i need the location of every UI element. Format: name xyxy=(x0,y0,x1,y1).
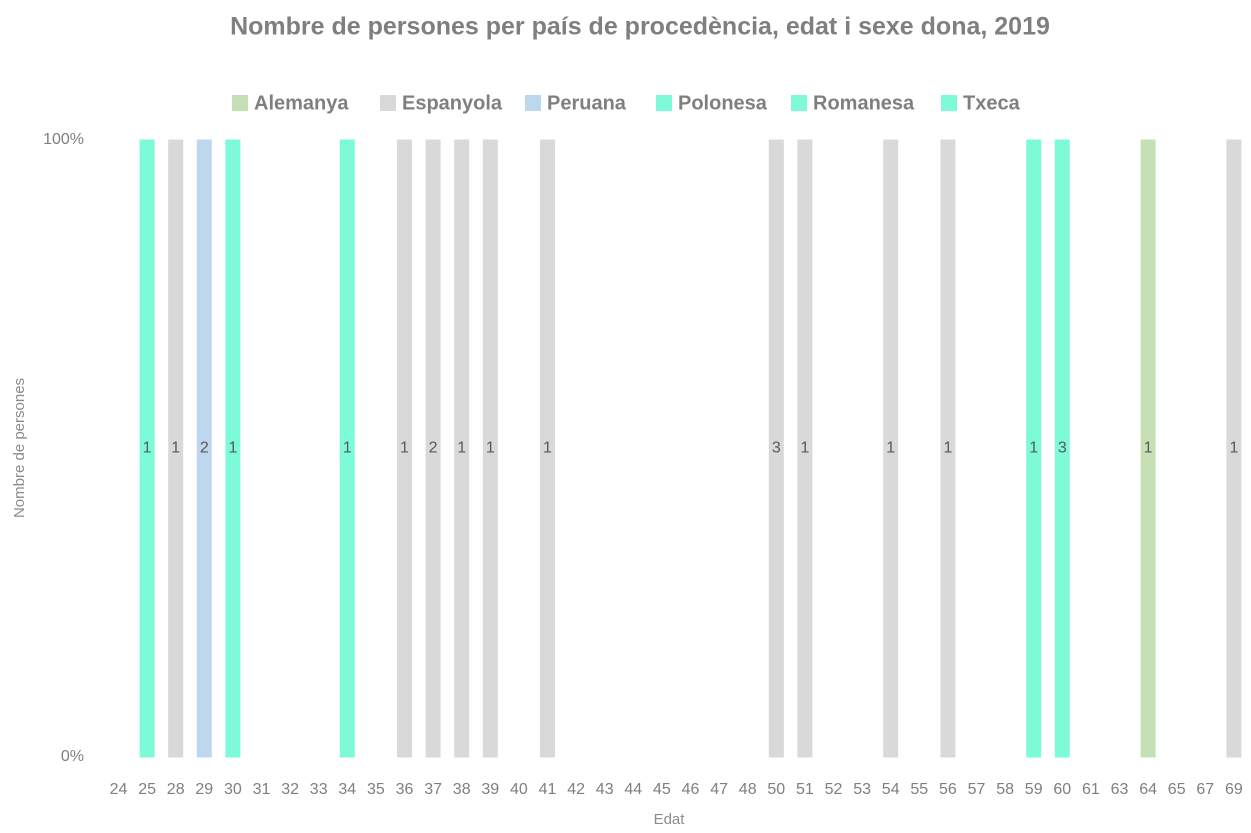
data-label: 1 xyxy=(943,440,952,457)
data-label: 3 xyxy=(772,440,781,457)
data-label: 1 xyxy=(143,440,152,457)
x-tick-label: 25 xyxy=(138,781,156,798)
bar-segment xyxy=(339,139,355,758)
x-tick-label: 48 xyxy=(739,781,757,798)
x-tick-label: 42 xyxy=(567,781,585,798)
x-tick-label: 53 xyxy=(853,781,871,798)
x-tick-label: 52 xyxy=(825,781,843,798)
x-tick-label: 67 xyxy=(1196,781,1214,798)
x-tick-label: 69 xyxy=(1225,781,1243,798)
bar-segment xyxy=(425,139,441,758)
bar-segment xyxy=(196,139,212,758)
bar-segment xyxy=(883,139,899,758)
x-tick-label: 35 xyxy=(367,781,385,798)
data-label: 1 xyxy=(457,440,466,457)
x-tick-label: 60 xyxy=(1053,781,1071,798)
data-label: 1 xyxy=(343,440,352,457)
x-tick-label: 61 xyxy=(1082,781,1100,798)
x-tick-label: 38 xyxy=(453,781,471,798)
x-tick-label: 45 xyxy=(653,781,671,798)
legend-label: Romanesa xyxy=(813,92,915,114)
x-tick-label: 43 xyxy=(596,781,614,798)
data-label: 1 xyxy=(1144,440,1153,457)
legend-swatch xyxy=(380,95,396,111)
chart-title: Nombre de persones per país de procedènc… xyxy=(230,13,1050,41)
legend-label: Peruana xyxy=(547,92,627,114)
y-tick-label: 100% xyxy=(43,131,84,148)
x-tick-label: 50 xyxy=(767,781,785,798)
data-label: 1 xyxy=(800,440,809,457)
bar-segment xyxy=(225,139,241,758)
x-tick-label: 47 xyxy=(710,781,728,798)
legend-swatch xyxy=(525,95,541,111)
x-tick-label: 37 xyxy=(424,781,442,798)
data-label: 1 xyxy=(400,440,409,457)
data-label: 1 xyxy=(1029,440,1038,457)
bar-segment xyxy=(139,139,155,758)
bar-segment xyxy=(797,139,813,758)
data-label: 1 xyxy=(228,440,237,457)
x-tick-label: 41 xyxy=(539,781,557,798)
x-tick-label: 24 xyxy=(110,781,128,798)
data-label: 1 xyxy=(886,440,895,457)
data-label: 1 xyxy=(486,440,495,457)
legend-swatch xyxy=(941,95,957,111)
x-axis-label: Edat xyxy=(654,811,686,828)
data-label: 1 xyxy=(543,440,552,457)
x-tick-label: 44 xyxy=(624,781,642,798)
x-tick-label: 51 xyxy=(796,781,814,798)
x-tick-label: 36 xyxy=(396,781,414,798)
x-tick-label: 64 xyxy=(1139,781,1157,798)
bar-segment xyxy=(540,139,555,758)
bar-segment xyxy=(1026,139,1042,758)
x-tick-label: 29 xyxy=(195,781,213,798)
bar-segment xyxy=(768,139,784,758)
data-label: 3 xyxy=(1058,440,1067,457)
legend-swatch xyxy=(232,95,248,111)
x-tick-label: 30 xyxy=(224,781,242,798)
y-tick-label: 0% xyxy=(61,748,84,765)
x-tick-label: 31 xyxy=(253,781,271,798)
x-tick-label: 54 xyxy=(882,781,900,798)
data-label: 2 xyxy=(200,440,209,457)
x-tick-label: 33 xyxy=(310,781,328,798)
legend-swatch xyxy=(791,95,807,111)
x-tick-label: 55 xyxy=(910,781,928,798)
legend-label: Txeca xyxy=(963,92,1021,114)
x-tick-label: 40 xyxy=(510,781,528,798)
bar-segment xyxy=(940,139,956,758)
data-label: 2 xyxy=(429,440,438,457)
bar-segment xyxy=(1140,139,1156,758)
legend-label: Alemanya xyxy=(254,92,349,114)
legend-label: Espanyola xyxy=(402,92,503,114)
x-tick-label: 56 xyxy=(939,781,957,798)
bar-segment xyxy=(1054,139,1070,758)
legend-label: Polonesa xyxy=(678,92,768,114)
y-axis-label: Nombre de persones xyxy=(11,378,28,518)
data-label: 1 xyxy=(171,440,180,457)
bar-segment xyxy=(482,139,498,758)
legend-swatch xyxy=(656,95,672,111)
x-tick-label: 59 xyxy=(1025,781,1043,798)
bar-segment xyxy=(397,139,412,758)
x-tick-label: 32 xyxy=(281,781,299,798)
bar-segment xyxy=(1226,139,1242,758)
x-tick-label: 65 xyxy=(1168,781,1186,798)
x-tick-label: 58 xyxy=(996,781,1014,798)
x-tick-label: 63 xyxy=(1111,781,1129,798)
bar-segment xyxy=(454,139,470,758)
x-tick-label: 39 xyxy=(481,781,499,798)
x-tick-label: 57 xyxy=(968,781,986,798)
bar-segment xyxy=(168,139,184,758)
data-label: 1 xyxy=(1229,440,1238,457)
x-tick-label: 28 xyxy=(167,781,185,798)
x-tick-label: 46 xyxy=(682,781,700,798)
x-tick-label: 34 xyxy=(338,781,356,798)
